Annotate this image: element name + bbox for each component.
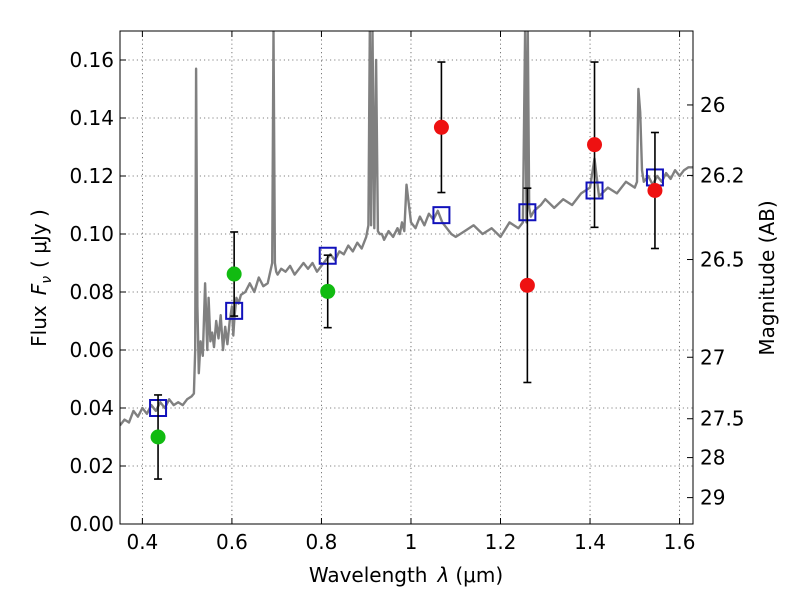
- y-tick-label: 0.08: [69, 280, 114, 304]
- x-tick-label: 1: [405, 530, 418, 554]
- y2-tick-label: 26.2: [700, 163, 745, 187]
- tick-marks: [120, 31, 693, 525]
- x-tick-label: 0.6: [216, 530, 248, 554]
- x-tick-label: 1.6: [664, 530, 696, 554]
- red-point: [519, 277, 535, 293]
- y2-tick-label: 28: [700, 446, 725, 470]
- red-point: [433, 119, 449, 135]
- plot-area: [120, 31, 693, 524]
- y2-axis-title: Magnitude (AB): [755, 200, 779, 355]
- y-tick-label: 0.14: [69, 106, 114, 130]
- y2-tick-label: 27.5: [700, 407, 745, 431]
- red-point: [647, 183, 663, 198]
- y-tick-label: 0.12: [69, 164, 114, 188]
- green-point: [150, 429, 166, 445]
- green-point: [226, 266, 242, 282]
- green-point: [320, 283, 336, 299]
- y2-tick-label: 29: [700, 486, 725, 510]
- x-tick-label: 1.4: [574, 530, 606, 554]
- spectrum-layer: [120, 31, 693, 427]
- spectrum-line: [120, 31, 693, 427]
- y2-tick-label: 26: [700, 93, 725, 117]
- y-tick-label: 0.06: [69, 338, 114, 362]
- y-tick-label: 0.04: [69, 396, 114, 420]
- plot-frame: [119, 30, 694, 525]
- tick-labels: 0.4 0.6 0.8 1 1.2 1.4 1.6 0.00 0.02 0.04 0.06 0.08 0…: [69, 48, 744, 554]
- model-square-marker: [432, 206, 451, 225]
- red-point: [587, 137, 603, 153]
- x-tick-label: 0.4: [126, 530, 158, 554]
- y2-tick-label: 27: [700, 345, 725, 369]
- y-tick-label: 0.00: [69, 512, 114, 536]
- x-axis-title: Wavelength λ (μm): [309, 563, 503, 587]
- y-tick-label: 0.02: [69, 454, 114, 478]
- y-axis-title: FluxFν( μJy ): [27, 209, 55, 347]
- y2-tick-label: 26.5: [700, 248, 745, 272]
- y-tick-label: 0.16: [69, 48, 114, 72]
- y-tick-label: 0.10: [69, 222, 114, 246]
- marker-layer: [149, 61, 664, 480]
- x-tick-label: 0.8: [306, 530, 338, 554]
- x-tick-label: 1.2: [485, 530, 517, 554]
